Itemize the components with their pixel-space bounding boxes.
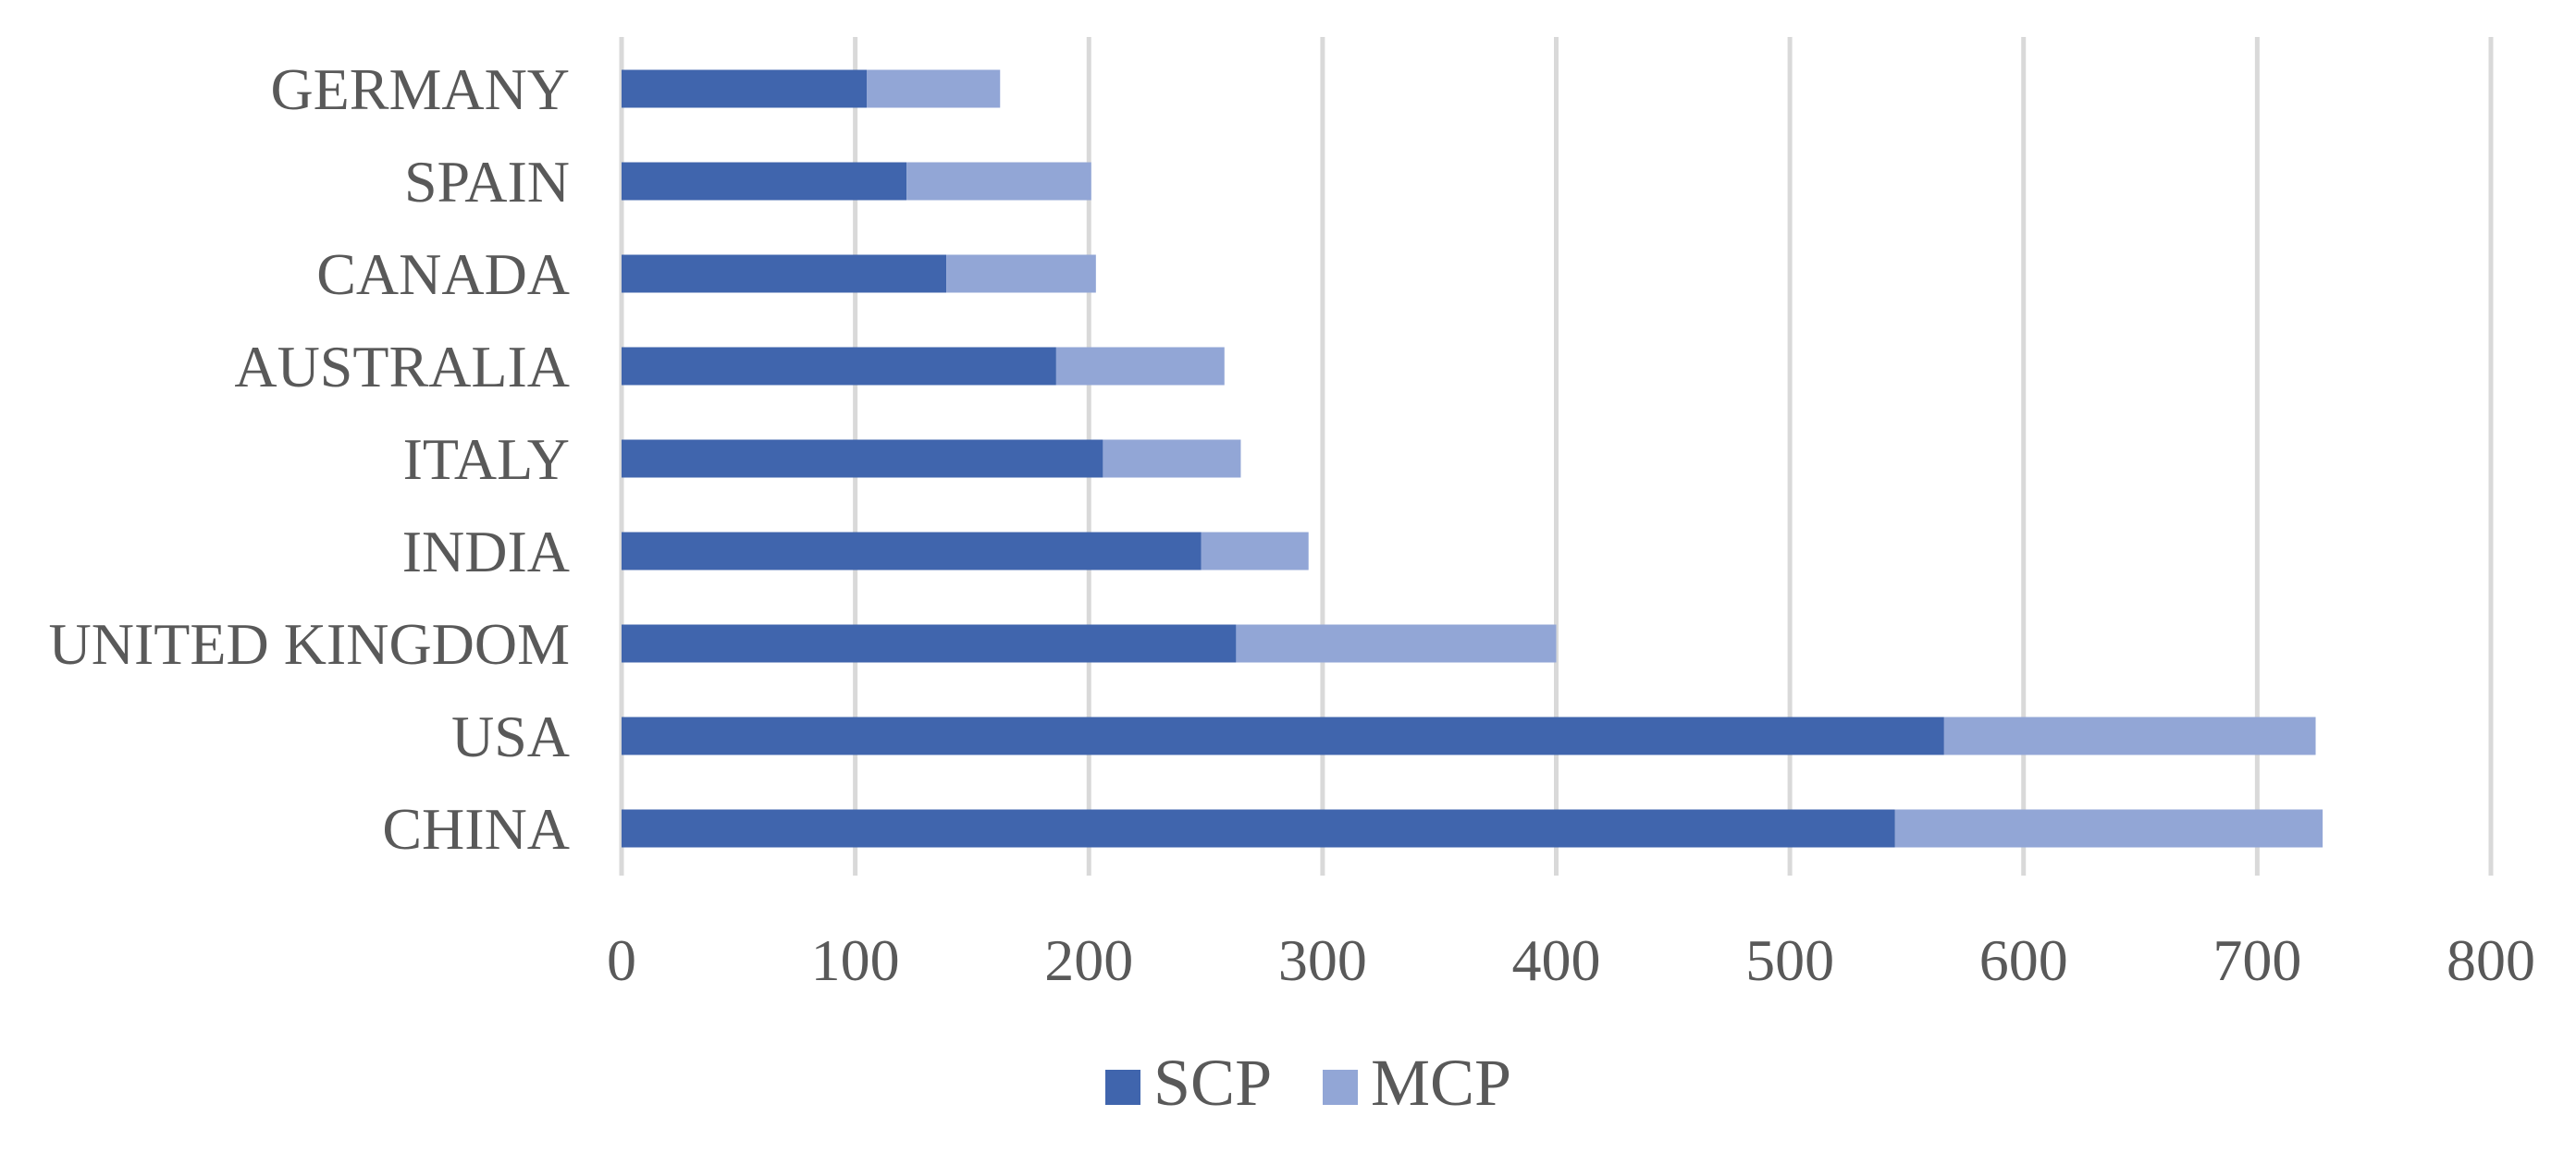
bar-scp-germany (622, 69, 868, 108)
legend-swatch-scp (1105, 1070, 1140, 1105)
category-label: UNITED KINGDOM (49, 611, 570, 677)
bar-scp-india (622, 532, 1202, 570)
category-label: GERMANY (270, 56, 570, 122)
bar-mcp-china (1894, 809, 2323, 848)
value-axis: 0 100 200 300 400 500 600 700 800 (607, 927, 2535, 993)
bar-mcp-italy (1103, 439, 1241, 478)
x-tick-label: 600 (1979, 927, 2068, 993)
x-tick-label: 700 (2212, 927, 2301, 993)
bar-mcp-usa (1943, 717, 2316, 755)
x-tick-label: 200 (1044, 927, 1133, 993)
category-label: CHINA (382, 796, 570, 862)
bar-mcp-spain (906, 162, 1091, 201)
bar-mcp-germany (867, 69, 1001, 108)
bar-scp-canada (622, 254, 947, 293)
category-label: INDIA (402, 519, 570, 584)
bars (622, 69, 2323, 848)
x-tick-label: 300 (1278, 927, 1367, 993)
bar-scp-spain (622, 162, 907, 201)
legend-label-mcp: MCP (1371, 1046, 1511, 1120)
bar-scp-united-kingdom (622, 624, 1237, 663)
legend-label-scp: SCP (1153, 1046, 1272, 1120)
bar-mcp-canada (946, 254, 1096, 293)
category-label: AUSTRALIA (234, 334, 570, 399)
category-axis: GERMANY SPAIN CANADA AUSTRALIA ITALY INDIA UNI… (49, 56, 570, 862)
x-tick-label: 0 (607, 927, 636, 993)
x-tick-label: 100 (811, 927, 900, 993)
category-label: CANADA (316, 241, 570, 307)
bar-mcp-india (1201, 532, 1309, 570)
bar-scp-usa (622, 717, 1944, 755)
bar-scp-australia (622, 347, 1056, 386)
bar-mcp-australia (1055, 347, 1225, 386)
x-tick-label: 400 (1512, 927, 1601, 993)
x-tick-label: 500 (1745, 927, 1834, 993)
x-tick-label: 800 (2447, 927, 2535, 993)
legend: SCP MCP (1105, 1046, 1511, 1120)
category-label: SPAIN (404, 149, 570, 215)
category-label: USA (451, 704, 570, 769)
bar-scp-china (622, 809, 1895, 848)
legend-swatch-mcp (1323, 1070, 1358, 1105)
bar-mcp-united-kingdom (1236, 624, 1557, 663)
bar-scp-italy (622, 439, 1103, 478)
category-label: ITALY (403, 426, 570, 492)
